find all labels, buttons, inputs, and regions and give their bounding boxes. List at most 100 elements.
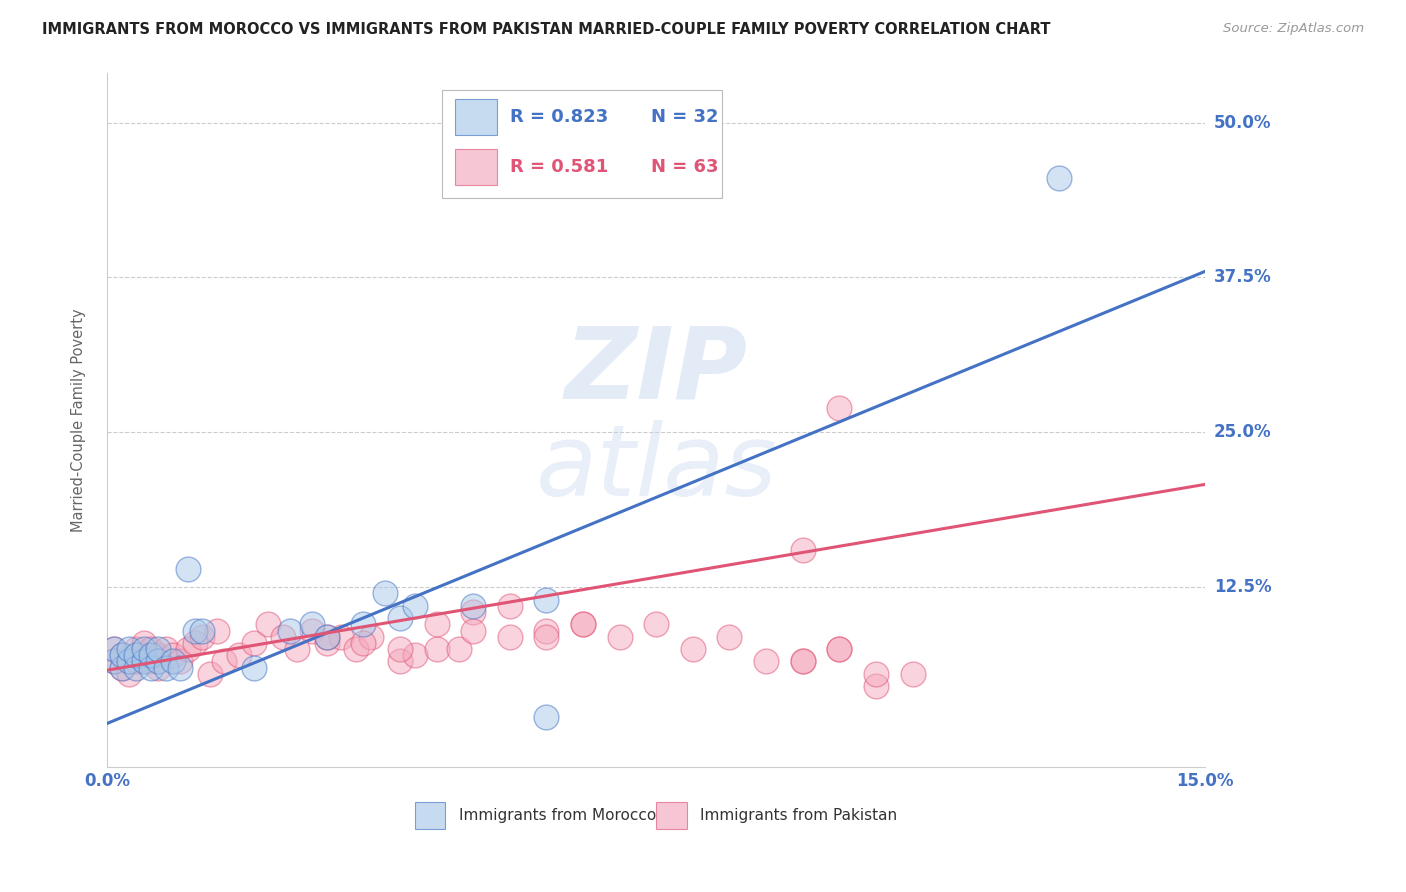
Point: [169, 661, 191, 675]
Point: [148, 661, 170, 675]
Point: [344, 642, 367, 657]
Point: [865, 679, 887, 693]
Point: [103, 655, 125, 669]
Point: [111, 648, 134, 663]
Point: [792, 655, 814, 669]
Point: [388, 655, 411, 669]
Point: [242, 661, 264, 675]
Point: [139, 648, 162, 663]
Point: [388, 642, 411, 657]
Point: [162, 648, 184, 663]
Point: [184, 624, 207, 638]
Point: [169, 655, 191, 669]
Point: [103, 642, 125, 657]
Point: [132, 636, 155, 650]
Point: [609, 630, 631, 644]
Point: [315, 630, 337, 644]
Point: [572, 617, 595, 632]
Point: [212, 655, 235, 669]
Point: [242, 636, 264, 650]
Point: [404, 648, 426, 663]
Point: [155, 661, 177, 675]
Point: [103, 642, 125, 657]
Point: [184, 636, 207, 650]
Text: 12.5%: 12.5%: [1213, 578, 1271, 596]
Text: 25.0%: 25.0%: [1213, 424, 1271, 442]
Point: [828, 642, 851, 657]
Point: [125, 661, 148, 675]
FancyBboxPatch shape: [441, 90, 723, 198]
Point: [176, 642, 198, 657]
Point: [191, 630, 214, 644]
Point: [132, 642, 155, 657]
Point: [426, 617, 449, 632]
Point: [191, 624, 214, 638]
Point: [155, 642, 177, 657]
Point: [718, 630, 741, 644]
FancyBboxPatch shape: [456, 149, 496, 186]
Point: [111, 661, 134, 675]
Point: [755, 655, 778, 669]
Point: [536, 624, 558, 638]
Point: [499, 630, 522, 644]
FancyBboxPatch shape: [456, 99, 496, 135]
Y-axis label: Married-Couple Family Poverty: Married-Couple Family Poverty: [72, 308, 86, 532]
Point: [499, 599, 522, 613]
Point: [103, 655, 125, 669]
Point: [572, 617, 595, 632]
Point: [301, 624, 323, 638]
Point: [315, 630, 337, 644]
Point: [118, 655, 141, 669]
Point: [205, 624, 228, 638]
Point: [301, 617, 323, 632]
Text: Immigrants from Pakistan: Immigrants from Pakistan: [700, 808, 897, 823]
Point: [388, 611, 411, 625]
Point: [792, 655, 814, 669]
Point: [111, 648, 134, 663]
Point: [426, 642, 449, 657]
Point: [315, 636, 337, 650]
Text: Source: ZipAtlas.com: Source: ZipAtlas.com: [1223, 22, 1364, 36]
Point: [278, 624, 301, 638]
Point: [352, 636, 374, 650]
Text: 50.0%: 50.0%: [1213, 113, 1271, 131]
Point: [1047, 171, 1070, 186]
Point: [682, 642, 704, 657]
Point: [404, 599, 426, 613]
Point: [374, 586, 396, 600]
Point: [536, 710, 558, 724]
Point: [463, 624, 485, 638]
Point: [111, 661, 134, 675]
Point: [139, 642, 162, 657]
Point: [828, 642, 851, 657]
FancyBboxPatch shape: [415, 802, 446, 829]
Point: [162, 655, 184, 669]
Point: [139, 655, 162, 669]
Text: N = 32: N = 32: [651, 108, 718, 126]
Point: [865, 666, 887, 681]
Point: [330, 630, 353, 644]
Text: Immigrants from Morocco: Immigrants from Morocco: [458, 808, 655, 823]
Point: [447, 642, 470, 657]
Text: R = 0.581: R = 0.581: [510, 159, 609, 177]
Point: [148, 655, 170, 669]
Text: 37.5%: 37.5%: [1213, 268, 1271, 286]
Point: [118, 666, 141, 681]
FancyBboxPatch shape: [657, 802, 688, 829]
Point: [901, 666, 924, 681]
Point: [352, 617, 374, 632]
Point: [125, 642, 148, 657]
Point: [125, 648, 148, 663]
Text: R = 0.823: R = 0.823: [510, 108, 609, 126]
Point: [536, 592, 558, 607]
Text: atlas: atlas: [536, 420, 778, 516]
Point: [228, 648, 250, 663]
Point: [176, 561, 198, 575]
Point: [132, 655, 155, 669]
Point: [287, 642, 309, 657]
Point: [360, 630, 382, 644]
Text: ZIP: ZIP: [565, 323, 748, 420]
Point: [792, 543, 814, 558]
Point: [132, 648, 155, 663]
Text: N = 63: N = 63: [651, 159, 718, 177]
